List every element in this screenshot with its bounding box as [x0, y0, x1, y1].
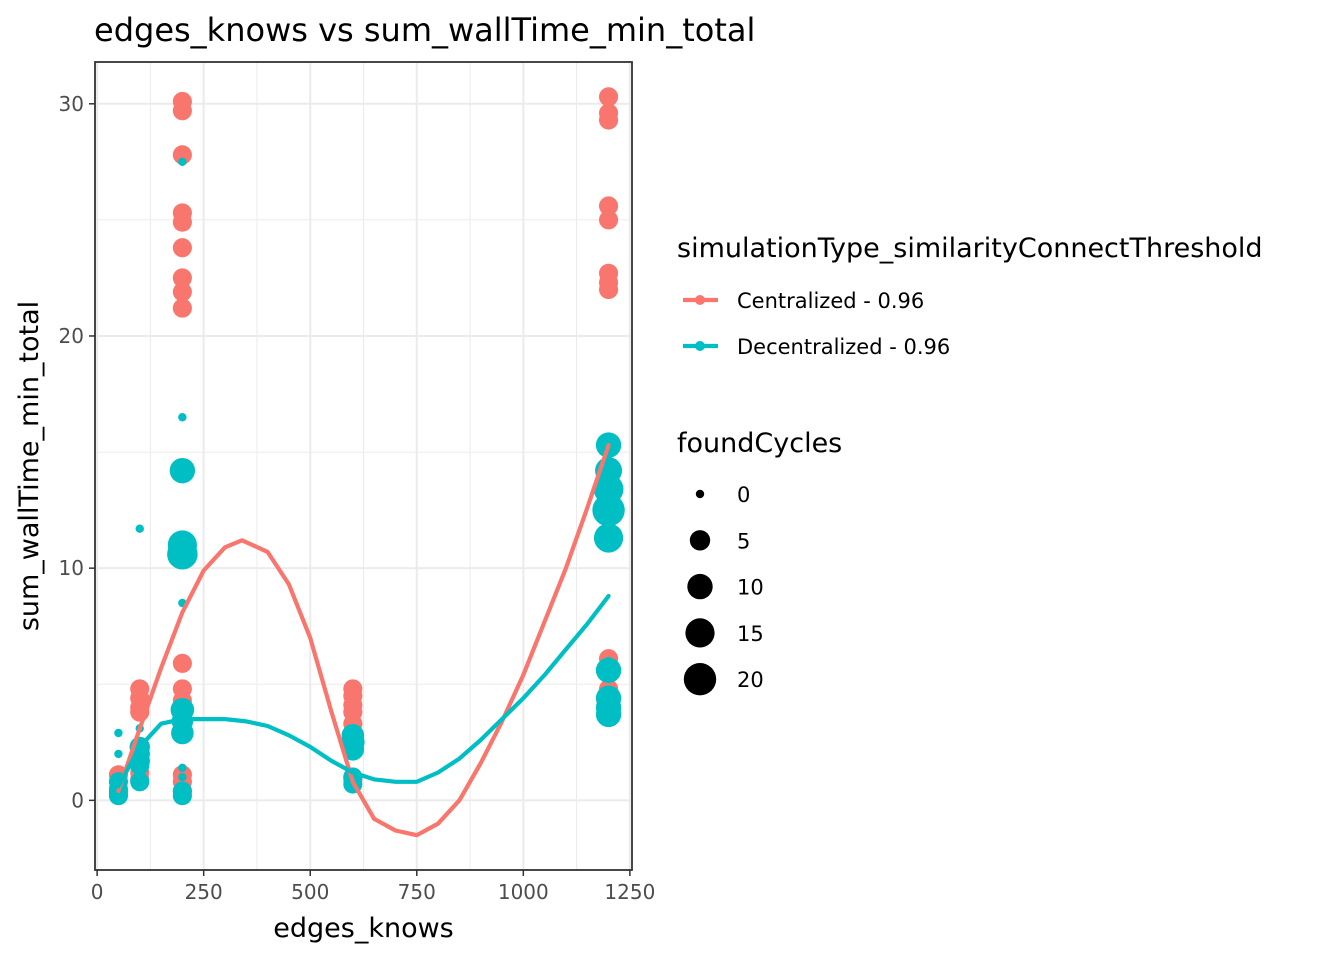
x-tick-label: 0 [91, 880, 104, 904]
x-axis-ticks: 0 250 500 750 1000 1250 [91, 870, 655, 904]
size-legend-label: 20 [737, 668, 764, 692]
size-legend-dot [689, 530, 711, 551]
data-point [167, 538, 198, 570]
y-axis-title: sum_wallTime_min_total [14, 301, 45, 631]
smooth-lines [116, 443, 611, 838]
smooth-line [116, 593, 611, 789]
y-axis-ticks: 0 10 20 30 [59, 92, 95, 812]
y-tick-label: 10 [59, 556, 84, 580]
data-point [172, 101, 192, 121]
data-point [172, 212, 192, 232]
data-point [172, 786, 192, 806]
data-point [135, 524, 144, 533]
size-legend-label: 15 [737, 622, 764, 646]
data-point [341, 737, 365, 761]
size-legend-label: 10 [737, 576, 764, 600]
data-point [114, 749, 123, 759]
x-tick-label: 750 [398, 880, 436, 904]
size-legend-dot [685, 618, 715, 648]
data-point [598, 87, 619, 107]
y-tick-label: 0 [71, 788, 84, 812]
data-point [172, 268, 192, 288]
data-point [595, 701, 622, 728]
data-point [178, 763, 187, 773]
data-point [172, 282, 192, 302]
size-legend-label: 5 [737, 529, 750, 553]
color-legend-title: simulationType_similarityConnectThreshol… [677, 233, 1263, 264]
data-point [595, 657, 622, 684]
size-legend-title: foundCycles [677, 428, 842, 459]
panel-border [94, 61, 633, 871]
data-point [592, 493, 625, 527]
data-point [172, 298, 192, 318]
data-point [598, 196, 619, 216]
legend-entry-label: Centralized - 0.96 [737, 289, 924, 313]
data-point [169, 457, 196, 484]
legend-key-dot [695, 295, 705, 305]
smooth-line [116, 443, 611, 838]
size-legend: foundCycles 0 5 10 15 20 [677, 428, 842, 696]
data-point [172, 653, 192, 673]
x-tick-label: 250 [185, 880, 223, 904]
data-point [598, 110, 619, 130]
x-tick-label: 1000 [498, 880, 549, 904]
x-tick-label: 1250 [604, 880, 655, 904]
data-point [598, 279, 619, 300]
color-legend: simulationType_similarityConnectThreshol… [677, 233, 1263, 359]
data-point [172, 145, 192, 165]
data-point [171, 721, 194, 745]
data-point [114, 728, 123, 738]
data-point [178, 772, 187, 782]
data-point [108, 786, 129, 806]
legend-key-dot [695, 341, 705, 351]
size-legend-dot [683, 663, 717, 696]
size-legend-dot [695, 489, 705, 499]
data-point [130, 772, 150, 792]
y-tick-label: 30 [59, 92, 84, 116]
data-point [178, 413, 187, 422]
chart-title: edges_knows vs sum_wallTime_min_total [94, 11, 755, 49]
x-axis-title: edges_knows [273, 913, 453, 944]
data-points [108, 87, 625, 806]
size-legend-label: 0 [737, 483, 750, 507]
data-point [178, 157, 187, 167]
data-point [593, 523, 624, 553]
legend-entry-label: Decentralized - 0.96 [737, 335, 950, 359]
y-tick-label: 20 [59, 324, 84, 348]
data-point [598, 210, 619, 230]
data-point [130, 755, 150, 776]
x-tick-label: 500 [291, 880, 329, 904]
size-legend-dot [687, 573, 713, 600]
data-point [172, 238, 192, 258]
